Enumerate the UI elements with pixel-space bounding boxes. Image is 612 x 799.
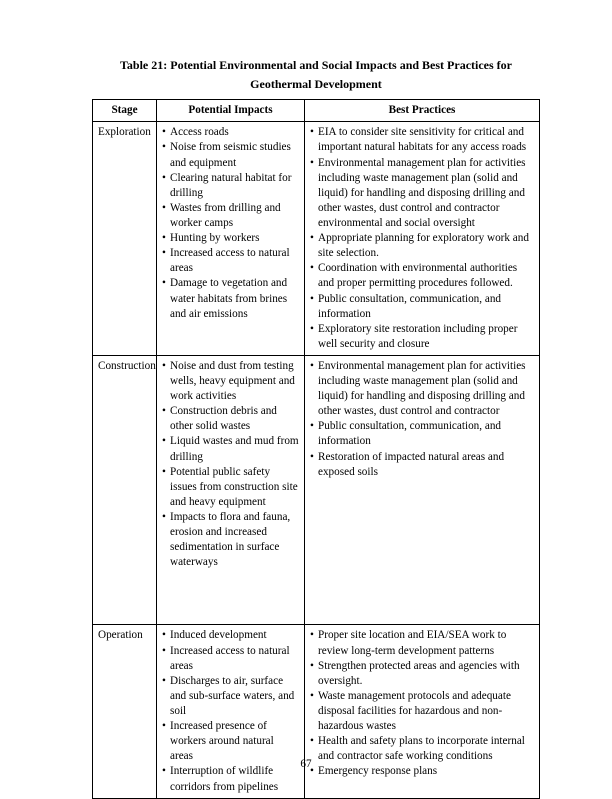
list-item: Environmental management plan for activi…	[310, 359, 534, 419]
list-item: Proper site location and EIA/SEA work to…	[310, 628, 534, 658]
list-item: Waste management protocols and adequate …	[310, 689, 534, 734]
list-item: Noise and dust from testing wells, heavy…	[162, 359, 299, 404]
practices-list: Environmental management plan for activi…	[310, 359, 534, 480]
stage-cell: Exploration	[93, 122, 157, 356]
list-item: Restoration of impacted natural areas an…	[310, 450, 534, 480]
list-item: Noise from seismic studies and equipment	[162, 140, 299, 170]
list-item: Public consultation, communication, and …	[310, 292, 534, 322]
practices-list: Proper site location and EIA/SEA work to…	[310, 628, 534, 779]
list-item: Public consultation, communication, and …	[310, 419, 534, 449]
impacts-cell: Access roads Noise from seismic studies …	[157, 122, 305, 356]
title-line-1: Table 21: Potential Environmental and So…	[120, 58, 512, 72]
list-item: Damage to vegetation and water habitats …	[162, 276, 299, 321]
list-item: Liquid wastes and mud from drilling	[162, 434, 299, 464]
practices-cell: Proper site location and EIA/SEA work to…	[305, 625, 540, 798]
list-item: Increased access to natural areas	[162, 246, 299, 276]
header-practices: Best Practices	[305, 100, 540, 122]
impacts-cell: Noise and dust from testing wells, heavy…	[157, 355, 305, 625]
list-item: Strengthen protected areas and agencies …	[310, 659, 534, 689]
table-row: Operation Induced development Increased …	[93, 625, 540, 798]
list-item: Environmental management plan for activi…	[310, 156, 534, 232]
header-impacts: Potential Impacts	[157, 100, 305, 122]
list-item: Impacts to flora and fauna, erosion and …	[162, 510, 299, 570]
impacts-list: Noise and dust from testing wells, heavy…	[162, 359, 299, 571]
list-item: Coordination with environmental authorit…	[310, 261, 534, 291]
table-title: Table 21: Potential Environmental and So…	[92, 56, 540, 93]
practices-cell: EIA to consider site sensitivity for cri…	[305, 122, 540, 356]
list-item: Increased access to natural areas	[162, 644, 299, 674]
list-item: EIA to consider site sensitivity for cri…	[310, 125, 534, 155]
list-item: Discharges to air, surface and sub-surfa…	[162, 674, 299, 719]
page: Table 21: Potential Environmental and So…	[0, 0, 612, 792]
practices-list: EIA to consider site sensitivity for cri…	[310, 125, 534, 352]
impacts-table: Stage Potential Impacts Best Practices E…	[92, 99, 540, 798]
impacts-cell: Induced development Increased access to …	[157, 625, 305, 798]
impacts-list: Access roads Noise from seismic studies …	[162, 125, 299, 321]
table-row: Exploration Access roads Noise from seis…	[93, 122, 540, 356]
header-stage: Stage	[93, 100, 157, 122]
page-number: 67	[0, 758, 612, 770]
list-item: Exploratory site restoration including p…	[310, 322, 534, 352]
list-item: Wastes from drilling and worker camps	[162, 201, 299, 231]
list-item: Clearing natural habitat for drilling	[162, 171, 299, 201]
practices-cell: Environmental management plan for activi…	[305, 355, 540, 625]
list-item: Access roads	[162, 125, 299, 140]
title-line-2: Geothermal Development	[250, 77, 382, 91]
list-item: Appropriate planning for exploratory wor…	[310, 231, 534, 261]
list-item: Induced development	[162, 628, 299, 643]
table-row: Construction Noise and dust from testing…	[93, 355, 540, 625]
list-item: Construction debris and other solid wast…	[162, 404, 299, 434]
table-header-row: Stage Potential Impacts Best Practices	[93, 100, 540, 122]
stage-cell: Construction	[93, 355, 157, 625]
stage-cell: Operation	[93, 625, 157, 798]
list-item: Hunting by workers	[162, 231, 299, 246]
list-item: Potential public safety issues from cons…	[162, 465, 299, 510]
